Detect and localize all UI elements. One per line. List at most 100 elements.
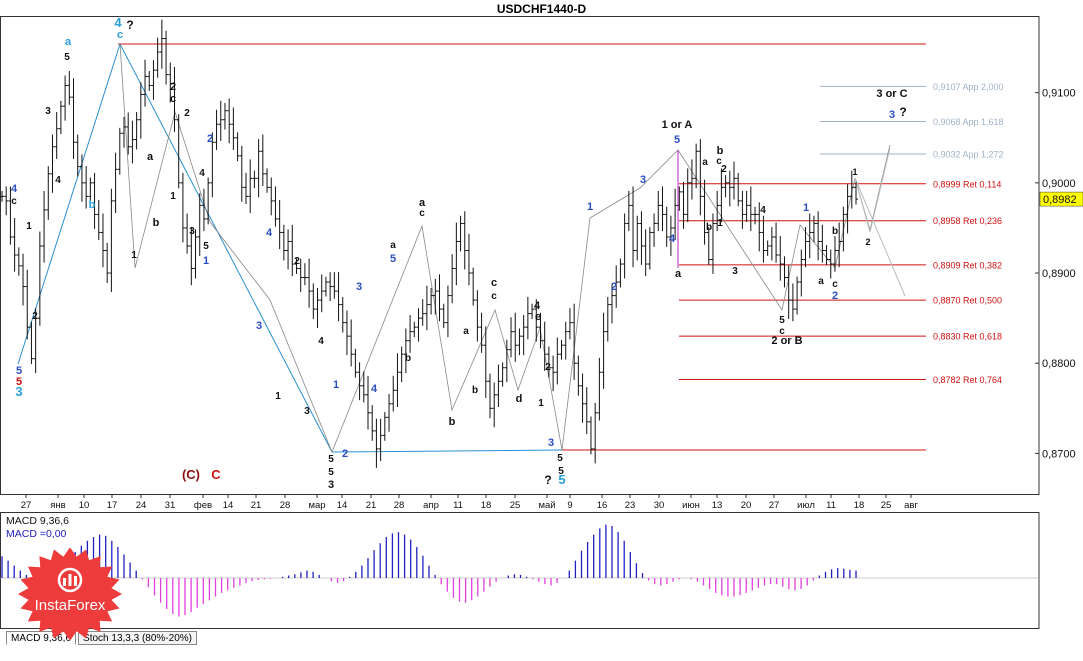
- x-tick-label: июн: [682, 500, 700, 511]
- wave-label: 2: [294, 256, 300, 267]
- wave-label: 5: [674, 134, 680, 146]
- wave-label: 1: [275, 391, 281, 402]
- wave-label: 1: [803, 202, 809, 214]
- tab-stoch[interactable]: Stoch 13,3,3 (80%-20%): [78, 631, 197, 645]
- wave-label: 3: [640, 174, 646, 186]
- x-tick-label: 18: [854, 500, 865, 511]
- wave-label: d: [516, 393, 523, 405]
- wave-label: b: [153, 217, 160, 229]
- wave-label: c: [419, 208, 425, 219]
- wave-label: b: [89, 199, 96, 211]
- x-tick-label: 28: [394, 500, 405, 511]
- instaforex-logo: InstaForex: [18, 548, 122, 641]
- wave-label: e: [535, 311, 541, 323]
- wave-label: 2: [721, 164, 727, 175]
- wave-label: c: [779, 326, 785, 337]
- wave-label: 3: [189, 226, 195, 237]
- macd-value-label: MACD =0,00: [6, 528, 67, 540]
- wave-label: 3: [304, 406, 310, 417]
- x-tick-label: 14: [223, 500, 234, 511]
- wave-label: 2: [342, 448, 348, 460]
- wave-label: c: [491, 291, 497, 302]
- wave-label: 3: [45, 106, 51, 117]
- wave-label: a: [675, 268, 682, 280]
- wave-label: 2: [184, 108, 190, 119]
- wave-label: c: [117, 29, 123, 41]
- wave-label: 3: [732, 266, 738, 277]
- wave-label: 5: [390, 253, 396, 265]
- x-tick-label: 20: [741, 500, 752, 511]
- wave-label: 1: [131, 250, 137, 261]
- wave-label: b: [832, 226, 838, 237]
- wave-label: 4: [534, 300, 541, 312]
- wave-label: 4: [318, 336, 324, 347]
- chart-title: USDCHF1440-D: [496, 2, 587, 16]
- wave-label: b: [405, 353, 411, 364]
- wave-label: 5: [64, 52, 70, 63]
- x-tick-label: 10: [79, 500, 90, 511]
- wave-label: a: [147, 151, 154, 163]
- wave-label: 4: [11, 183, 18, 195]
- wave-label: c: [716, 156, 722, 167]
- x-tick-label: 31: [165, 500, 176, 511]
- fib-level-label: 0,8830 Ret 0,618: [933, 332, 1002, 342]
- wave-label: 1: [170, 191, 176, 202]
- wave-label: (C): [182, 467, 200, 482]
- wave-label: 3: [548, 437, 554, 449]
- x-tick-label: янв: [50, 500, 65, 511]
- x-tick-label: 18: [481, 500, 492, 511]
- fib-level-label: 0,8909 Ret 0,382: [933, 260, 1002, 270]
- wave-label: 1: [333, 379, 339, 391]
- wave-label: 3: [328, 479, 334, 491]
- logo-burst-shape: [18, 548, 122, 641]
- wave-label: 3: [889, 109, 895, 121]
- wave-label: 5: [328, 454, 334, 465]
- wave-label: C: [211, 467, 221, 482]
- wave-label: b: [706, 222, 712, 233]
- x-tick-label: 16: [597, 500, 608, 511]
- wave-label: b: [449, 416, 456, 428]
- wave-label: a: [419, 197, 426, 209]
- x-tick-label: фев: [194, 500, 212, 511]
- x-tick-label: 28: [280, 500, 291, 511]
- wave-label: 4: [669, 233, 676, 245]
- x-tick-label: 27: [21, 500, 32, 511]
- fib-level-label: 0,9107 App 2,000: [933, 82, 1004, 92]
- wave-label: ?: [126, 18, 133, 32]
- current-price-badge: [1039, 191, 1083, 207]
- wave-label: 3: [15, 384, 22, 399]
- x-tick-label: авг: [904, 500, 918, 511]
- x-tick-label: 30: [654, 500, 665, 511]
- wave-label: 3: [356, 281, 362, 293]
- wave-label: 4: [114, 15, 122, 30]
- wave-label: 5: [16, 376, 22, 388]
- fib-level-label: 0,8870 Ret 0,500: [933, 296, 1002, 306]
- x-tick-label: 13: [712, 500, 723, 511]
- wave-label: c: [11, 196, 17, 207]
- x-tick-label: 11: [826, 500, 836, 511]
- wave-label: 3: [256, 320, 262, 332]
- wave-label: 5: [328, 467, 334, 478]
- x-tick-label: 25: [510, 500, 521, 511]
- wave-label: 5: [558, 472, 565, 487]
- wave-label: 5: [558, 466, 564, 477]
- wave-label: a: [390, 240, 396, 251]
- wave-label: ?: [544, 473, 551, 487]
- wave-label: 2: [832, 290, 838, 302]
- x-tick-label: 14: [337, 500, 348, 511]
- fib-level-label: 0,9068 App 1,618: [933, 117, 1004, 127]
- y-tick-label: 0,9100: [1042, 88, 1076, 100]
- wave-label: 1: [538, 398, 544, 409]
- wave-label: 1: [587, 201, 593, 213]
- wave-label: a: [463, 326, 469, 337]
- x-tick-label: 25: [881, 500, 892, 511]
- x-tick-label: 21: [366, 500, 377, 511]
- wave-label: 1: [852, 167, 857, 177]
- wave-label: 4: [199, 168, 205, 179]
- wave-line-blue: [17, 42, 563, 453]
- wave-label: 1 or A: [662, 119, 693, 131]
- x-tick-label: 21: [251, 500, 262, 511]
- projection-line: [854, 177, 906, 297]
- logo-wordmark: InstaForex: [35, 597, 106, 614]
